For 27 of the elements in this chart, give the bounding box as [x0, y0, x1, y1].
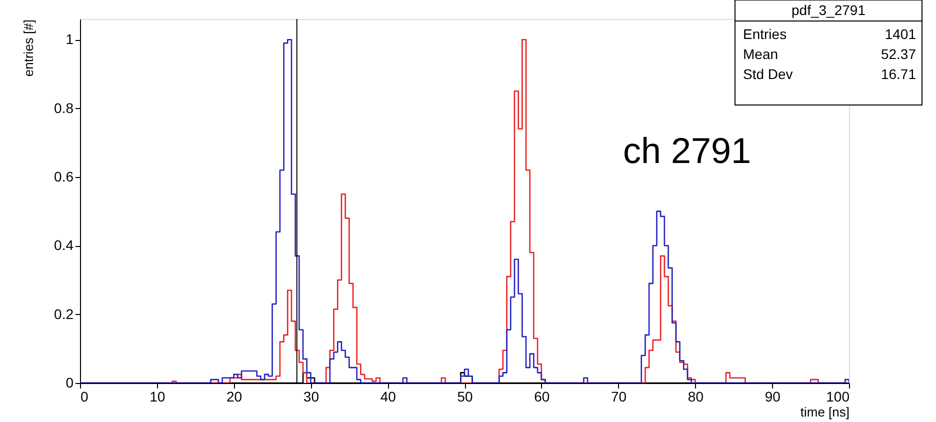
y-axis-title: entries [#]: [21, 20, 36, 77]
x-tick-label: 0: [80, 388, 88, 404]
annotation: Std Dev: [743, 66, 793, 82]
y-tick-label: 0.8: [54, 100, 74, 116]
y-tick-label: 0.6: [54, 168, 74, 184]
annotation: ch 2791: [622, 130, 752, 171]
y-tick-label: 0.4: [54, 237, 74, 254]
x-tick-label: 90: [764, 388, 781, 404]
y-tick-label: 0.2: [54, 306, 74, 322]
y-tick-label: 0: [66, 374, 74, 390]
annotation: Mean: [743, 46, 778, 62]
x-tick-label: 60: [534, 388, 550, 404]
x-tick-label: 70: [611, 388, 627, 404]
y-tick-label: 1: [66, 31, 74, 48]
x-tick-label: 20: [226, 388, 242, 404]
x-axis-title: time [ns]: [800, 404, 850, 420]
text: 52.37: [880, 46, 916, 62]
x-tick-label: 100: [826, 388, 850, 404]
text: 1401: [884, 26, 916, 42]
x-tick-label: 10: [150, 388, 166, 404]
text: 16.71: [880, 66, 916, 82]
x-tick-label: 50: [457, 388, 473, 404]
x-tick-label: 80: [688, 388, 704, 404]
x-tick-label: 30: [303, 388, 320, 404]
x-tick-label: 40: [380, 388, 396, 404]
text: pdf_3_2791: [792, 2, 866, 18]
annotation: Entries: [743, 26, 787, 42]
